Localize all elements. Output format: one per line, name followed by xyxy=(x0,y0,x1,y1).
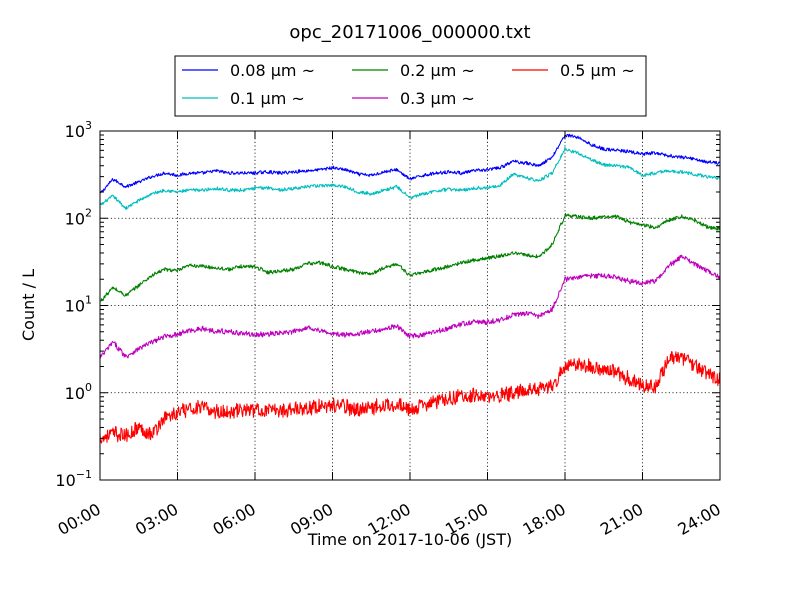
y-axis-label: Count / L xyxy=(19,269,38,341)
chart-title: opc_20171006_000000.txt xyxy=(289,22,530,43)
legend-label-2: 0.1 μm ~ xyxy=(230,89,305,108)
y-tick-exponent: 1 xyxy=(85,294,92,307)
x-tick-label: 00:00 xyxy=(55,499,104,539)
series-line-4 xyxy=(99,254,721,359)
y-tick-exponent: 0 xyxy=(85,381,92,394)
y-tick-exponent: −1 xyxy=(76,468,92,481)
y-tick-base: 10 xyxy=(65,209,85,228)
x-tick-label: 21:00 xyxy=(597,499,646,539)
x-tick-label: 03:00 xyxy=(132,499,181,539)
series-line-3 xyxy=(99,212,721,302)
y-tick-base: 10 xyxy=(55,471,75,490)
legend-label-3: 0.2 μm ~ xyxy=(400,61,475,80)
y-tick-base: 10 xyxy=(65,384,85,403)
x-axis-label: Time on 2017-10-06 (JST) xyxy=(307,530,512,549)
y-tick-label: 101 xyxy=(65,294,92,316)
x-tick-label: 24:00 xyxy=(675,499,724,539)
y-tick-label: 103 xyxy=(65,119,92,141)
series-line-5 xyxy=(99,351,721,444)
y-tick-base: 10 xyxy=(65,122,85,141)
legend-label-4: 0.3 μm ~ xyxy=(400,89,475,108)
y-tick-label: 100 xyxy=(65,381,92,403)
series-line-1 xyxy=(99,133,721,195)
y-tick-label: 10−1 xyxy=(55,468,92,490)
x-tick-label: 06:00 xyxy=(210,499,259,539)
legend-box xyxy=(174,55,647,117)
x-tick-label: 18:00 xyxy=(520,499,569,539)
y-tick-base: 10 xyxy=(65,297,85,316)
legend-label-5: 0.5 μm ~ xyxy=(560,61,635,80)
y-tick-label: 102 xyxy=(65,206,92,228)
legend: 0.08 μm ~ 0.1 μm ~ 0.2 μm ~ 0.3 μm ~ 0.5 μm … xyxy=(174,55,647,117)
y-tick-exponent: 3 xyxy=(85,119,92,132)
legend-label-1: 0.08 μm ~ xyxy=(230,61,315,80)
series-line-2 xyxy=(99,146,721,210)
y-tick-exponent: 2 xyxy=(85,206,92,219)
